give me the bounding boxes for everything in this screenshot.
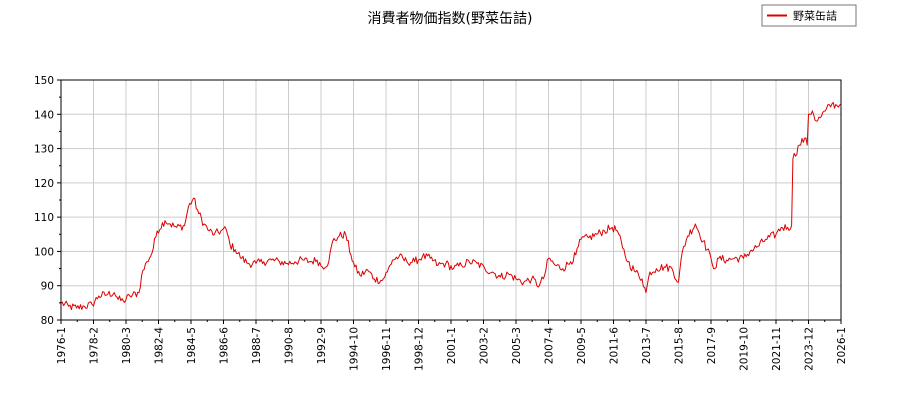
x-tick-label: 1988-7 [251,327,263,364]
y-axis: 80 90 100 110 120 130 140 150 [34,75,61,327]
x-axis: 1976-1 1978-2 1980-3 1982-4 1984-5 1986-6 1988… [56,320,848,371]
y-tick-label: 100 [34,246,54,258]
series-line-0 [60,101,842,311]
series-group [60,101,842,311]
x-tick-label: 2019-10 [739,327,751,371]
x-tick-label: 1994-10 [349,327,361,371]
y-tick-label: 110 [34,212,54,224]
x-tick-label: 2023-12 [804,327,816,371]
legend: 野菜缶詰 [761,4,857,27]
x-tick-label: 1986-6 [219,327,231,365]
y-tick-label: 90 [41,281,54,293]
legend-box [761,4,857,27]
y-tick-label: 80 [41,315,54,327]
x-tick-label: 2003-2 [479,327,491,364]
x-tick-label: 1976-1 [56,327,68,364]
x-tick-label: 2026-1 [836,327,848,364]
x-tick-label: 1984-5 [186,327,198,364]
x-tick-label: 1978-2 [89,327,101,364]
x-tick-label: 2013-7 [641,327,653,364]
x-tick-label: 1982-4 [154,327,166,365]
y-tick-label: 120 [34,178,54,190]
y-tick-label: 150 [34,75,54,87]
y-tick-label: 140 [34,109,54,121]
x-tick-label: 2017-9 [706,327,718,364]
x-tick-label: 1990-8 [284,327,296,364]
x-tick-label: 2009-5 [576,327,588,364]
x-tick-label: 2021-11 [771,327,783,371]
x-tick-label: 1996-11 [381,327,393,371]
y-tick-label: 130 [34,144,54,156]
x-tick-label: 2005-3 [511,327,523,364]
x-tick-label: 2001-1 [446,327,458,364]
legend-label: 野菜缶詰 [793,9,837,23]
chart-title: 消費者物価指数(野菜缶詰) [368,11,533,27]
x-tick-label: 1998-12 [414,327,426,371]
x-tick-label: 2007-4 [544,327,556,365]
x-tick-label: 2011-6 [609,327,621,365]
x-tick-label: 2015-8 [674,327,686,364]
gridlines [60,79,842,321]
x-tick-label: 1992-9 [316,327,328,364]
x-tick-label: 1980-3 [121,327,133,364]
plot-frame [60,79,842,321]
